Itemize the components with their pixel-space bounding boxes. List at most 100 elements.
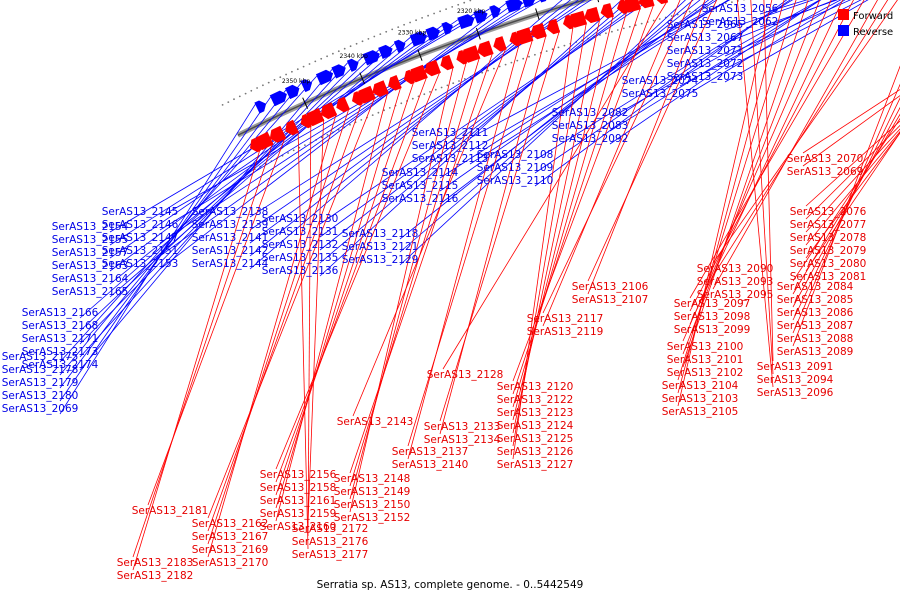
reverse-gene-label: SerAS13_2165: [52, 286, 129, 298]
reverse-gene-label: SerAS13_2154: [52, 221, 129, 233]
reverse-gene-arrow: [425, 26, 440, 41]
track-dot: [320, 57, 323, 60]
forward-gene-label: SerAS13_2127: [497, 459, 574, 471]
reverse-leader-line: [159, 2, 507, 270]
legend: Forward Reverse: [838, 9, 893, 38]
forward-gene-arrow: [461, 45, 481, 63]
forward-gene-label: SerAS13_2143: [337, 416, 414, 428]
track-dot: [233, 98, 235, 101]
tick-mark: [475, 27, 481, 40]
forward-leader-line: [682, 0, 821, 355]
track-dot: [302, 65, 305, 68]
forward-gene-label: SerAS13_2162: [192, 518, 269, 530]
legend-forward-label: Forward: [853, 11, 893, 22]
track-dot: [409, 21, 411, 24]
forward-gene-arrow: [403, 69, 415, 85]
track-dot: [379, 33, 382, 35]
track-dot: [616, 29, 619, 31]
reverse-gene-label: SerAS13_2174: [22, 359, 99, 371]
reverse-leader-line: [159, 0, 529, 244]
reverse-gene-label: SerAS13_2171: [22, 333, 99, 345]
track-dot: [463, 1, 466, 4]
reverse-gene-arrow: [540, 0, 547, 3]
forward-gene-label: SerAS13_2076: [790, 206, 867, 218]
reverse-genes-layer: [254, 0, 547, 114]
forward-leader-line: [682, 0, 832, 342]
reverse-gene-arrow: [522, 0, 535, 8]
reverse-gene-label: SerAS13_2175: [2, 351, 79, 363]
reverse-gene-arrow: [409, 31, 427, 47]
forward-leader-line: [307, 124, 312, 537]
reverse-gene-label: SerAS13_2082: [552, 107, 629, 119]
forward-gene-arrow: [408, 64, 428, 83]
track-dot: [244, 92, 247, 95]
track-dot: [397, 26, 400, 28]
tick-mark: [302, 97, 309, 109]
reverse-leader-line: [399, 0, 686, 266]
forward-leader-line: [407, 42, 520, 460]
forward-leader-line: [512, 7, 641, 395]
reverse-gene-label: SerAS13_2112: [412, 140, 489, 152]
forward-gene-label: SerAS13_2137: [392, 446, 469, 458]
forward-leader-line: [512, 3, 655, 382]
reverse-gene-label: SerAS13_2163: [52, 260, 129, 272]
forward-leader-line: [512, 26, 574, 460]
reverse-gene-label: SerAS13_2065: [667, 19, 744, 31]
forward-gene-label: SerAS13_2140: [392, 459, 469, 471]
reverse-gene-label: SerAS13_2139: [192, 219, 269, 231]
track-dot: [371, 114, 374, 116]
reverse-leader-line: [79, 43, 395, 319]
forward-gene-label: SerAS13_2167: [192, 531, 269, 543]
reverse-leader-line: [59, 96, 271, 402]
track-dot: [355, 42, 358, 45]
track-dot: [481, 71, 484, 74]
forward-gene-arrow: [638, 0, 655, 9]
forward-gene-label: SerAS13_2159: [260, 508, 337, 520]
forward-gene-label: SerAS13_2096: [757, 387, 834, 399]
forward-leader-line: [792, 117, 900, 282]
track-dot: [528, 55, 530, 58]
reverse-gene-label: SerAS13_2173: [22, 346, 99, 358]
track-dot: [332, 52, 334, 55]
track-dot: [433, 12, 435, 15]
track-dot: [439, 10, 441, 13]
forward-gene-arrow: [424, 59, 441, 77]
forward-gene-label: SerAS13_2101: [667, 354, 744, 366]
forward-gene-arrow: [269, 125, 287, 143]
tick-label: 2320 kbp: [457, 8, 485, 15]
reverse-gene-label: SerAS13_2114: [382, 167, 459, 179]
track-dot: [725, 2, 727, 5]
forward-leader-line: [802, 89, 900, 154]
forward-leader-line: [542, 0, 681, 327]
forward-gene-label: SerAS13_2095: [697, 289, 774, 301]
forward-gene-label: SerAS13_2158: [260, 482, 337, 494]
forward-gene-label: SerAS13_2126: [497, 446, 574, 458]
track-dot: [599, 34, 601, 36]
reverse-gene-label: SerAS13_2116: [382, 193, 459, 205]
track-dot: [516, 59, 519, 62]
reverse-leader-line: [469, 0, 731, 152]
track-dot: [487, 69, 489, 72]
track-dot: [314, 60, 317, 63]
reverse-leader-line: [439, 0, 714, 192]
forward-gene-label: SerAS13_2086: [777, 307, 854, 319]
forward-gene-arrow: [477, 40, 494, 58]
forward-gene-label: SerAS13_2161: [260, 495, 337, 507]
track-dot: [291, 70, 293, 73]
reverse-leader-line: [109, 25, 443, 272]
track-dot: [628, 25, 631, 28]
reverse-gene-label: SerAS13_2071: [667, 45, 744, 57]
track-dot: [498, 65, 501, 68]
reverse-gene-label: SerAS13_2075: [622, 88, 699, 100]
reverse-leader-line: [724, 0, 852, 57]
forward-gene-arrow: [336, 96, 350, 113]
track-dot: [373, 35, 376, 38]
forward-gene-label: SerAS13_2123: [497, 407, 574, 419]
forward-gene-label: SerAS13_2104: [662, 380, 739, 392]
tick-mark: [535, 8, 540, 21]
reverse-gene-label: SerAS13_2074: [622, 75, 699, 87]
forward-leader-line: [587, 0, 718, 282]
forward-leader-line: [712, 0, 898, 264]
forward-gene-label: SerAS13_2085: [777, 294, 854, 306]
